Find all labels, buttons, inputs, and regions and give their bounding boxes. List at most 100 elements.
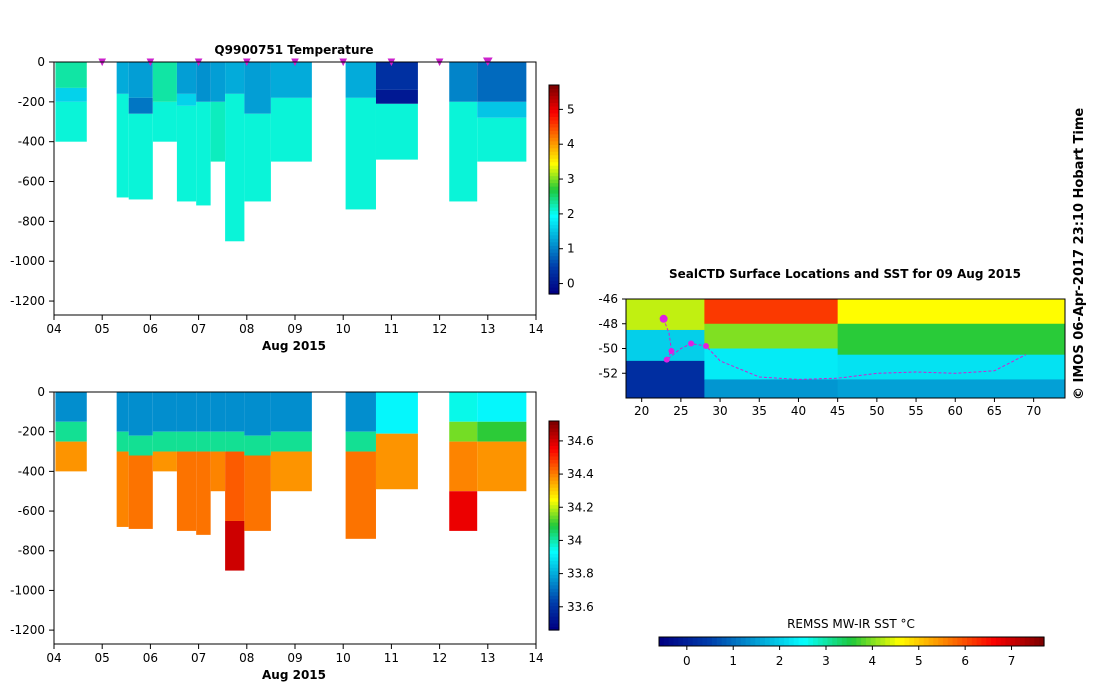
ctd-location-4 — [688, 340, 695, 347]
sst-colorbar-tick-label: 3 — [822, 654, 830, 668]
sst-colorbar-tick-label: 4 — [869, 654, 877, 668]
colorbar-swatch — [549, 245, 559, 250]
temperature-profile-5-layer-3 — [176, 105, 197, 202]
y-tick-label: -600 — [18, 504, 45, 518]
map-longitude-axis: 20 25 30 35 40 45 50 55 60 65 70 — [634, 398, 1041, 418]
sst-colorbar-swatch — [774, 637, 780, 646]
colorbar-swatch — [549, 424, 559, 429]
colorbar-swatch — [549, 192, 559, 198]
lat-tick-label: -52 — [598, 366, 618, 380]
colorbar-swatch — [549, 287, 559, 292]
lon-tick-label: 50 — [869, 404, 884, 418]
temperature-y-axis: 0 -200 -400 -600 -800 -1000 -1200 — [10, 55, 54, 308]
salinity-profile-2-layer-2 — [116, 431, 129, 452]
sst-colorbar-swatch — [726, 637, 732, 646]
sst-colorbar-swatch — [890, 637, 896, 646]
sst-colorbar-swatch — [851, 637, 857, 646]
sst-colorbar-swatch — [764, 637, 771, 646]
colorbar-swatch — [549, 476, 559, 481]
colorbar-swatch — [549, 535, 559, 541]
sst-zone-5 — [704, 323, 839, 349]
colorbar-swatch — [549, 522, 559, 527]
lon-tick-label: 55 — [908, 404, 923, 418]
colorbar-swatch — [549, 238, 559, 243]
temperature-profile-12-layer-3 — [375, 103, 418, 160]
salinity-profile-11-layer-1 — [345, 392, 376, 432]
colorbar-swatch — [549, 525, 559, 530]
colorbar-swatch — [549, 273, 559, 278]
colorbar-swatch — [549, 210, 559, 215]
colorbar-swatch — [549, 269, 559, 274]
sst-colorbar-swatch — [813, 637, 819, 646]
sst-colorbar-swatch — [981, 637, 987, 646]
map-sst-field — [626, 299, 1065, 398]
temperature-profile-1-layer-2 — [55, 87, 87, 102]
colorbar-swatch — [549, 130, 559, 135]
temperature-profile-10-layer-2 — [270, 97, 312, 162]
colorbar-swatch — [549, 112, 559, 117]
colorbar-swatch — [549, 434, 559, 440]
sst-colorbar-swatch — [986, 637, 992, 646]
temperature-profile-3-layer-1 — [128, 62, 153, 98]
colorbar-swatch — [549, 259, 559, 264]
x-tick-label: 10 — [336, 651, 351, 665]
map-title: SealCTD Surface Locations and SST for 09… — [669, 267, 1021, 281]
salinity-profile-8-layer-3 — [225, 451, 245, 521]
colorbar-swatch — [549, 542, 559, 547]
colorbar-swatch — [549, 283, 559, 288]
salinity-profile-6-layer-2 — [196, 431, 211, 452]
x-tick-label: 09 — [287, 322, 302, 336]
sst-colorbar-swatch — [865, 637, 872, 646]
colorbar-swatch — [549, 137, 559, 142]
temperature-x-axis: 04 05 06 07 08 09 10 11 12 13 14 — [46, 315, 544, 336]
sst-colorbar-swatch — [736, 637, 742, 646]
salinity-profile-7-layer-1 — [210, 392, 226, 432]
temperature-profile-9-layer-2 — [244, 113, 271, 202]
colorbar-swatch — [549, 252, 559, 257]
colorbar-swatch — [549, 186, 559, 191]
colorbar-swatch — [549, 438, 559, 443]
sst-map-panel: SealCTD Surface Locations and SST for 09… — [598, 267, 1066, 668]
colorbar-swatch — [549, 196, 559, 201]
colorbar-swatch — [549, 577, 559, 582]
sst-colorbar-swatch — [832, 637, 838, 646]
salinity-profile-10-layer-2 — [270, 431, 312, 452]
temperature-profile-14-layer-2 — [477, 101, 527, 118]
colorbar-swatch — [549, 168, 559, 173]
colorbar-swatch — [549, 508, 559, 513]
sst-colorbar-swatch — [837, 637, 843, 646]
salinity-profile-10-layer-1 — [270, 392, 312, 432]
x-tick-label: 11 — [384, 322, 399, 336]
sst-colorbar-swatch — [933, 637, 939, 646]
sst-colorbar-swatch — [942, 637, 949, 646]
colorbar-swatch — [549, 248, 559, 253]
lon-tick-label: 70 — [1026, 404, 1041, 418]
salinity-y-axis: 0 -200 -400 -600 -800 -1000 -1200 — [10, 385, 54, 637]
x-tick-label: 04 — [46, 322, 61, 336]
colorbar-swatch — [549, 602, 559, 607]
y-tick-label: -600 — [18, 175, 45, 189]
colorbar-swatch — [549, 105, 559, 110]
ctd-location-5 — [702, 343, 709, 350]
salinity-profile-7-layer-2 — [210, 431, 226, 452]
temperature-profile-5-layer-1 — [176, 62, 197, 94]
sst-colorbar-swatch — [769, 637, 776, 646]
salinity-profile-3-layer-3 — [128, 455, 153, 529]
temperature-profile-6-layer-2 — [196, 101, 211, 206]
lon-tick-label: 40 — [791, 404, 806, 418]
sst-colorbar-swatch — [918, 637, 925, 646]
temperature-x-label: Aug 2015 — [262, 339, 326, 353]
map-latitude-axis: -46 -48 -50 -52 — [598, 292, 626, 380]
temperature-profile-6-layer-1 — [196, 62, 211, 102]
temperature-profile-9-layer-1 — [244, 62, 271, 114]
colorbar-swatch — [549, 98, 559, 104]
colorbar-swatch — [549, 280, 559, 285]
colorbar-swatch — [549, 549, 559, 554]
sst-colorbar-swatch — [1000, 637, 1007, 646]
y-tick-label: -400 — [18, 464, 45, 478]
colorbar-swatch — [549, 626, 559, 631]
seal-track-line — [663, 318, 1027, 380]
colorbar-swatch — [549, 441, 559, 446]
salinity-profile-9-layer-1 — [244, 392, 271, 436]
lon-tick-label: 30 — [712, 404, 727, 418]
